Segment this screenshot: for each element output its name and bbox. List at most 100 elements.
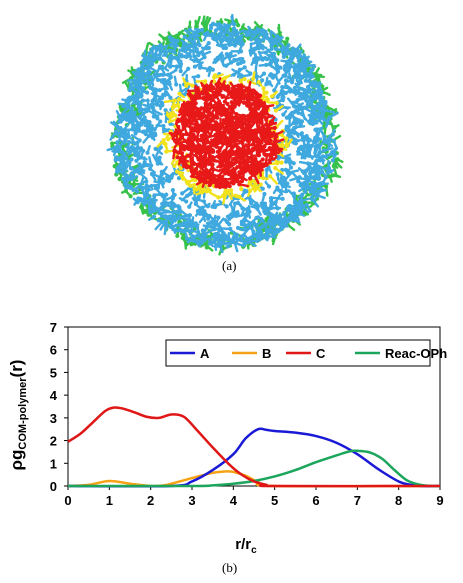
bead xyxy=(186,66,191,71)
bead xyxy=(197,208,202,214)
bead xyxy=(237,173,242,178)
bead xyxy=(213,231,218,237)
bead xyxy=(266,123,271,128)
bead xyxy=(157,56,162,61)
bead xyxy=(212,94,217,99)
bead xyxy=(205,135,210,140)
bead xyxy=(203,86,208,91)
bead xyxy=(124,156,129,161)
bead xyxy=(283,73,288,78)
bead xyxy=(238,78,243,83)
bead xyxy=(230,95,235,100)
bead xyxy=(142,120,147,125)
bead xyxy=(173,34,178,39)
bead xyxy=(129,166,134,171)
bead xyxy=(132,80,137,85)
bead xyxy=(317,81,322,86)
bead xyxy=(131,123,136,128)
bead xyxy=(158,119,163,124)
bead xyxy=(173,130,178,135)
bead xyxy=(134,123,140,128)
bead xyxy=(177,97,182,102)
bead xyxy=(170,105,176,110)
bead xyxy=(260,204,265,209)
bead xyxy=(309,189,314,194)
bead xyxy=(239,117,244,122)
bead xyxy=(183,54,188,59)
bead xyxy=(175,155,180,160)
bead xyxy=(269,46,274,51)
bead xyxy=(256,153,262,158)
bead xyxy=(209,147,214,152)
x-axis-label: r/rc xyxy=(235,536,257,555)
bead xyxy=(303,174,309,179)
bead xyxy=(184,179,189,184)
bead xyxy=(257,139,262,144)
bead xyxy=(208,23,214,28)
bead xyxy=(129,82,134,87)
bead xyxy=(321,109,326,114)
x-tick-label: 3 xyxy=(188,493,195,508)
bead xyxy=(225,101,230,106)
bead xyxy=(161,92,166,97)
bead xyxy=(247,137,252,142)
bead xyxy=(289,80,295,85)
bead xyxy=(179,151,185,156)
bead xyxy=(119,150,125,155)
bead xyxy=(255,98,260,103)
bead xyxy=(193,201,198,207)
bead xyxy=(260,78,265,83)
legend-label: C xyxy=(316,346,326,361)
bead xyxy=(179,215,184,220)
bead xyxy=(168,38,173,43)
bead xyxy=(216,111,221,116)
bead xyxy=(170,188,176,193)
bead xyxy=(223,75,228,81)
bead xyxy=(293,63,298,68)
series-line xyxy=(67,449,441,488)
bead xyxy=(121,130,126,135)
bead xyxy=(226,154,231,159)
bead xyxy=(304,135,309,141)
bead xyxy=(298,183,303,188)
bead xyxy=(277,143,283,148)
bead xyxy=(190,83,195,88)
y-axis-label-sub: COM-polymer xyxy=(17,377,29,450)
y-tick-label: 0 xyxy=(50,479,57,494)
bead xyxy=(321,148,327,153)
bead xyxy=(148,166,153,171)
bead xyxy=(202,31,207,37)
bead xyxy=(233,160,238,165)
bead xyxy=(168,64,173,69)
bead xyxy=(317,183,322,188)
bead xyxy=(314,158,319,164)
bead xyxy=(270,94,275,99)
bead xyxy=(235,194,240,199)
bead xyxy=(190,224,195,229)
bead xyxy=(275,172,280,177)
bead xyxy=(161,49,166,54)
bead xyxy=(288,165,294,170)
bead xyxy=(215,236,220,241)
bead xyxy=(126,134,131,139)
bead xyxy=(215,104,221,109)
bead xyxy=(168,95,173,100)
bead xyxy=(302,94,307,99)
bead xyxy=(212,218,217,224)
bead xyxy=(296,49,301,54)
bead xyxy=(174,82,179,87)
bead xyxy=(304,202,309,208)
bead xyxy=(213,120,218,125)
bead xyxy=(161,123,166,129)
bead xyxy=(214,184,219,189)
bead xyxy=(149,163,154,168)
bead xyxy=(232,22,237,27)
bead xyxy=(115,166,120,171)
bead xyxy=(180,191,185,196)
bead xyxy=(172,214,177,220)
bead xyxy=(314,147,319,152)
bead xyxy=(267,134,272,139)
bead xyxy=(129,157,134,162)
bead xyxy=(227,216,232,221)
bead xyxy=(264,90,269,95)
